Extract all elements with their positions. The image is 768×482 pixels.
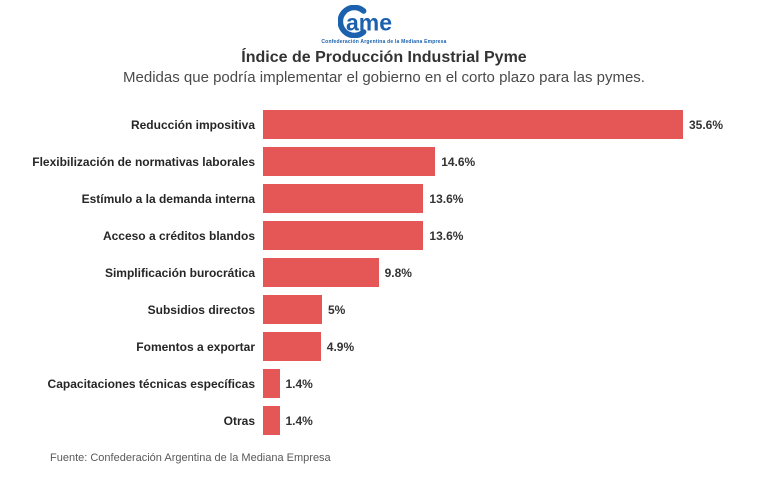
chart-row: Fomentos a exportar 4.9% [0, 332, 768, 361]
bar-category-label: Capacitaciones técnicas específicas [47, 376, 255, 391]
bar-value-label: 5% [328, 302, 346, 317]
bar [263, 221, 424, 250]
bar-value-label: 9.8% [384, 265, 412, 280]
bar-value-label: 14.6% [441, 154, 476, 169]
logo-text: ame [346, 10, 392, 36]
bar [263, 295, 322, 324]
bar-category-label: Subsidios directos [147, 302, 255, 317]
bar-value-label: 4.9% [326, 339, 355, 354]
bar-category-label: Otras [223, 413, 255, 428]
logo: ame Confederación Argentina de la Median… [0, 5, 768, 45]
chart-row: Flexibilización de normativas laborales 1… [0, 147, 768, 176]
bar [263, 369, 280, 398]
bar-value-label: 35.6% [689, 117, 724, 132]
page-title: Índice de Producción Industrial Pyme [241, 49, 527, 66]
bar-category-label: Reducción impositiva [130, 117, 255, 132]
chart-row: Estímulo a la demanda interna 13.6% [0, 184, 768, 213]
came-logo-icon: ame [338, 5, 392, 38]
source-note: Fuente: Confederación Argentina de la Me… [50, 452, 331, 464]
chart-row: Acceso a créditos blandos 13.6% [0, 221, 768, 250]
bar-chart: Reducción impositiva 35.6% Flexibilización… [0, 110, 768, 443]
bar-category-label: Estímulo a la demanda interna [81, 191, 255, 206]
bar-value-label: 13.6% [429, 191, 464, 206]
bar [263, 147, 436, 176]
bar [263, 332, 321, 361]
chart-row: Reducción impositiva 35.6% [0, 110, 768, 139]
bar [263, 406, 280, 435]
chart-row: Subsidios directos 5% [0, 295, 768, 324]
bar-value-label: 1.4% [285, 376, 313, 391]
logo-tagline: Confederación Argentina de la Mediana Em… [321, 39, 447, 45]
bar [263, 258, 379, 287]
bar-category-label: Acceso a créditos blandos [102, 228, 255, 243]
chart-row: Simplificación burocrática 9.8% [0, 258, 768, 287]
chart-row: Capacitaciones técnicas específicas 1.4% [0, 369, 768, 398]
bar-value-label: 1.4% [285, 413, 313, 428]
bar-category-label: Simplificación burocrática [104, 265, 255, 280]
bar-category-label: Fomentos a exportar [136, 339, 255, 354]
page-subtitle: Medidas que podría implementar el gobier… [123, 69, 645, 86]
chart-row: Otras 1.4% [0, 406, 768, 435]
bar [263, 110, 683, 139]
bar-value-label: 13.6% [429, 228, 464, 243]
bar [263, 184, 424, 213]
bar-category-label: Flexibilización de normativas laborales [32, 154, 255, 169]
